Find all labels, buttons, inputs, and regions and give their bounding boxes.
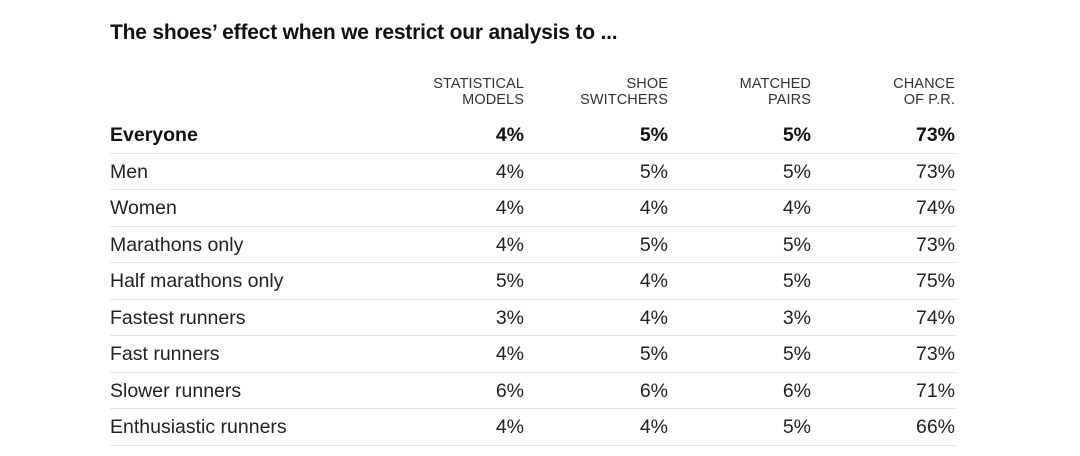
- table-row: Slower runners 6% 6% 6% 71%: [110, 373, 956, 409]
- table-cell: 5%: [782, 270, 811, 292]
- column-header: MATCHED PAIRS: [740, 76, 811, 108]
- column-header-line: STATISTICAL: [433, 76, 524, 92]
- table-cell: 3%: [782, 306, 811, 329]
- table-cell: 73%: [915, 124, 955, 146]
- row-label: Slower runners: [110, 379, 242, 402]
- table-cell: 4%: [782, 197, 811, 219]
- row-label: Enthusiastic runners: [110, 416, 287, 438]
- table-row: Fast runners 4% 5% 5% 73%: [110, 336, 956, 373]
- table-cell: 6%: [495, 379, 524, 402]
- column-header: CHANCE OF P.R.: [893, 76, 955, 108]
- table-cell: 5%: [782, 124, 811, 146]
- table-cell: 5%: [639, 343, 668, 365]
- column-header: STATISTICAL MODELS: [433, 76, 524, 108]
- row-label: Half marathons only: [110, 270, 284, 292]
- table-cell: 5%: [495, 270, 524, 292]
- column-header-line: SHOE: [626, 76, 668, 92]
- table-cell: 4%: [495, 160, 524, 183]
- table-title: The shoes’ effect when we restrict our a…: [110, 21, 618, 44]
- column-header-line: MODELS: [462, 92, 524, 108]
- table-cell: 5%: [639, 160, 668, 183]
- table-cell: 73%: [915, 233, 955, 256]
- table-cell: 71%: [915, 379, 955, 402]
- table-cell: 75%: [915, 270, 955, 292]
- column-header-line: SWITCHERS: [580, 92, 668, 108]
- table-cell: 6%: [782, 379, 811, 402]
- table-row: Marathons only 4% 5% 5% 73%: [110, 227, 956, 263]
- table-cell: 4%: [639, 270, 668, 292]
- table-cell: 4%: [495, 343, 524, 365]
- table-cell: 5%: [639, 124, 668, 146]
- row-label: Everyone: [110, 124, 198, 146]
- column-header-line: OF P.R.: [903, 92, 955, 108]
- table-cell: 5%: [782, 416, 811, 438]
- column-header: SHOE SWITCHERS: [580, 76, 668, 108]
- row-label: Fast runners: [110, 343, 220, 365]
- table-cell: 73%: [915, 160, 955, 183]
- table-cell: 4%: [495, 197, 524, 219]
- table-cell: 6%: [639, 379, 668, 402]
- table-cell: 4%: [639, 197, 668, 219]
- table-cell: 73%: [915, 343, 955, 365]
- table-row: Enthusiastic runners 4% 4% 5% 66%: [110, 409, 956, 446]
- row-label: Marathons only: [110, 233, 244, 256]
- table-cell: 74%: [915, 197, 955, 219]
- row-label: Women: [110, 197, 177, 219]
- row-label: Fastest runners: [110, 306, 246, 329]
- table-row: Half marathons only 5% 4% 5% 75%: [110, 263, 956, 300]
- table-row: Women 4% 4% 4% 74%: [110, 190, 956, 227]
- table-row: Men 4% 5% 5% 73%: [110, 154, 956, 190]
- column-header-line: MATCHED: [739, 76, 811, 92]
- row-label: Men: [110, 160, 148, 183]
- table-cell: 5%: [782, 160, 811, 183]
- table-cell: 4%: [639, 416, 668, 438]
- table-cell: 5%: [782, 233, 811, 256]
- table-cell: 4%: [495, 124, 524, 146]
- table-cell: 5%: [782, 343, 811, 365]
- table-cell: 3%: [495, 306, 524, 329]
- table-cell: 4%: [495, 416, 524, 438]
- table-cell: 74%: [915, 306, 955, 329]
- table-row: Everyone 4% 5% 5% 73%: [110, 117, 956, 154]
- table-cell: 5%: [639, 233, 668, 256]
- column-header-line: CHANCE: [893, 76, 955, 92]
- table-row: Fastest runners 3% 4% 3% 74%: [110, 300, 956, 336]
- column-header-line: PAIRS: [768, 92, 811, 108]
- table-cell: 4%: [495, 233, 524, 256]
- table-cell: 4%: [639, 306, 668, 329]
- table-cell: 66%: [915, 416, 955, 438]
